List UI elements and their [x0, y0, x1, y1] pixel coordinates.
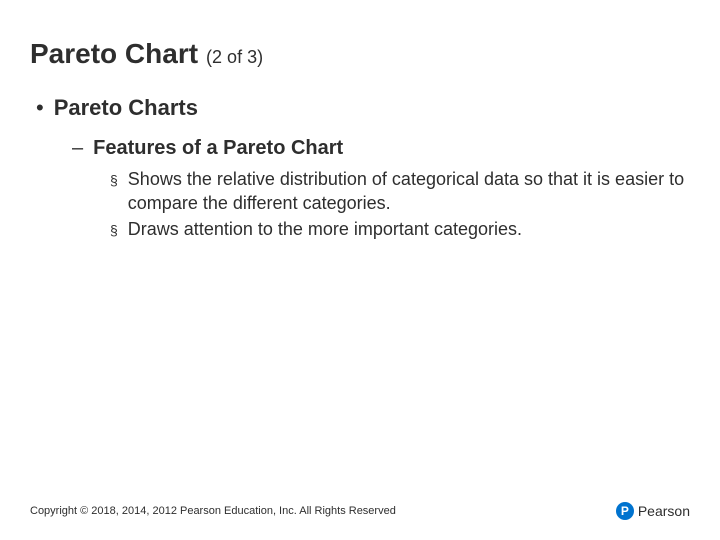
bullet-level3: § Draws attention to the more important … [110, 217, 690, 241]
slide-footer: Copyright © 2018, 2014, 2012 Pearson Edu… [30, 502, 690, 520]
logo-icon: P [616, 502, 634, 520]
title-main: Pareto Chart [30, 38, 198, 70]
bullet-text: Pareto Charts [54, 94, 198, 123]
slide-title: Pareto Chart (2 of 3) [30, 38, 690, 70]
bullet-level3: § Shows the relative distribution of cat… [110, 167, 690, 216]
copyright-text: Copyright © 2018, 2014, 2012 Pearson Edu… [30, 505, 396, 517]
bullet-text: Shows the relative distribution of categ… [128, 167, 690, 216]
bullet-dot: • [36, 94, 44, 123]
title-sub: (2 of 3) [206, 47, 263, 68]
bullet-text: Draws attention to the more important ca… [128, 217, 522, 241]
logo-text: Pearson [638, 503, 690, 519]
bullet-text: Features of a Pareto Chart [93, 135, 343, 161]
bullet-dash: – [72, 135, 83, 161]
bullet-section: § [110, 170, 118, 191]
bullet-level1: • Pareto Charts [36, 94, 690, 123]
pearson-logo: P Pearson [616, 502, 690, 520]
slide: Pareto Chart (2 of 3) • Pareto Charts – … [0, 0, 720, 540]
bullet-section: § [110, 220, 118, 241]
bullet-level2: – Features of a Pareto Chart [72, 135, 690, 161]
